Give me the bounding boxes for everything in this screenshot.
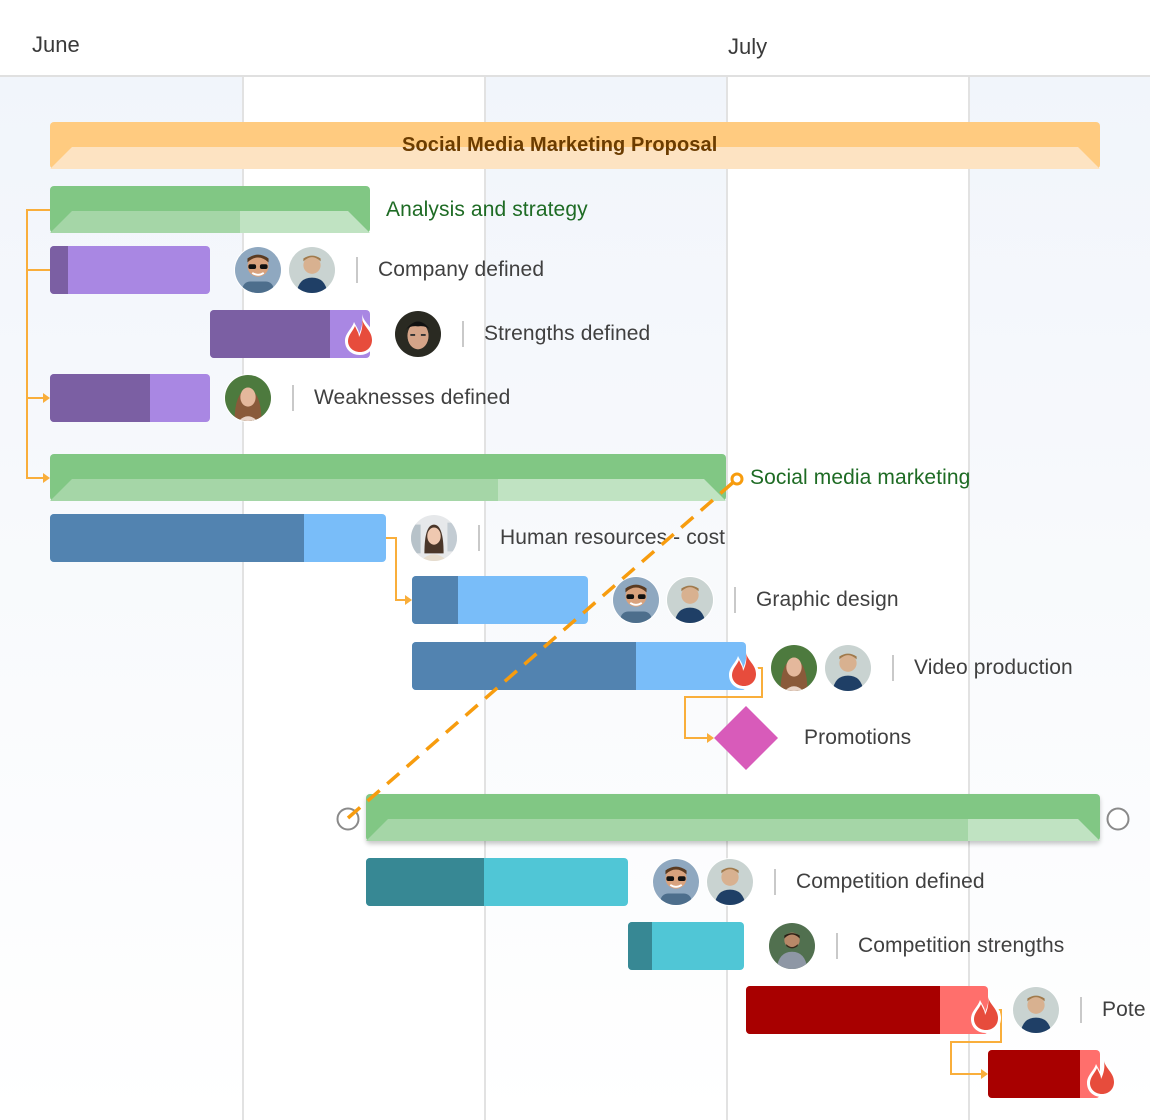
summary-bar-competition[interactable] <box>366 794 1100 841</box>
task-bar-human-resources-cost[interactable] <box>50 514 386 562</box>
task-progress <box>746 986 940 1034</box>
milestone-label-promotions: Promotions <box>804 726 912 749</box>
task-progress <box>412 642 636 690</box>
task-bar-video-production[interactable] <box>412 642 746 690</box>
task-label-strengths-defined: Strengths defined <box>484 322 651 345</box>
task-label-competition-defined: Competition defined <box>796 870 985 893</box>
separator <box>356 257 358 283</box>
task-progress <box>412 576 458 624</box>
avatar-man-blue-shirt[interactable] <box>666 576 714 624</box>
task-label-company-defined: Company defined <box>378 258 545 281</box>
summary-bar-analysis-and-strategy[interactable] <box>50 186 370 233</box>
avatar-man-blue-shirt[interactable] <box>824 644 872 692</box>
task-progress <box>50 514 304 562</box>
fire-icon <box>345 314 375 355</box>
avatar-man-sunglasses[interactable] <box>612 576 660 624</box>
avatar-man-sunglasses[interactable] <box>234 246 282 294</box>
task-bar-weaknesses-defined[interactable] <box>50 374 210 422</box>
task-progress <box>50 374 150 422</box>
task-bar-competition-strengths[interactable] <box>628 922 744 970</box>
separator <box>462 321 464 347</box>
fire-icon <box>1087 1056 1117 1097</box>
avatar-woman-long-hair[interactable] <box>224 374 272 422</box>
group-label-social-media-marketing: Social media marketing <box>750 466 971 489</box>
task-label-competition-strengths: Competition strengths <box>858 934 1065 957</box>
avatar-young-man-dark-hair[interactable] <box>394 310 442 358</box>
project-summary-bar[interactable] <box>50 122 1100 169</box>
progress-trapezoid <box>50 479 726 501</box>
separator <box>478 525 480 551</box>
separator <box>734 587 736 613</box>
avatar-woman-long-hair[interactable] <box>770 644 818 692</box>
task-label-graphic-design: Graphic design <box>756 588 899 611</box>
month-label-june: June <box>32 32 80 57</box>
avatar-man-sunglasses[interactable] <box>652 858 700 906</box>
avatar-man-blue-shirt[interactable] <box>288 246 336 294</box>
progress-trapezoid <box>366 819 1100 841</box>
link-handle-start[interactable] <box>335 806 361 832</box>
separator <box>1080 997 1082 1023</box>
separator <box>774 869 776 895</box>
avatar-man-blue-shirt[interactable] <box>706 858 754 906</box>
task-bar-competition-defined[interactable] <box>366 858 628 906</box>
task-bar-unnamed[interactable] <box>988 1050 1100 1098</box>
timeline-header: June July <box>0 0 1150 77</box>
task-bar-graphic-design[interactable] <box>412 576 588 624</box>
fire-icon <box>971 992 1001 1033</box>
fire-icon <box>729 648 759 689</box>
avatar-man-blue-shirt[interactable] <box>1012 986 1060 1034</box>
task-progress <box>628 922 652 970</box>
task-label-video-production: Video production <box>914 656 1073 679</box>
grid-line <box>968 77 970 1120</box>
progress-trapezoid <box>50 211 370 233</box>
summary-bar-social-media-marketing[interactable] <box>50 454 726 501</box>
task-progress <box>210 310 330 358</box>
grid-column <box>969 77 1150 1120</box>
task-progress <box>366 858 484 906</box>
grid-line <box>242 77 244 1120</box>
month-label-july: July <box>728 34 768 59</box>
task-label-potential: Pote <box>1102 998 1146 1021</box>
project-title: Social Media Marketing Proposal <box>402 134 718 156</box>
task-label-weaknesses-defined: Weaknesses defined <box>314 386 511 409</box>
milestone-diamond[interactable] <box>712 704 780 772</box>
task-progress <box>988 1050 1080 1098</box>
group-label-analysis-and-strategy: Analysis and strategy <box>386 198 588 221</box>
separator <box>836 933 838 959</box>
progress-trapezoid <box>50 147 1100 169</box>
separator <box>292 385 294 411</box>
task-progress <box>50 246 68 294</box>
task-bar-strengths-defined[interactable] <box>210 310 370 358</box>
task-label-human-resources-cost: Human resources - cost <box>500 526 726 549</box>
avatar-woman-street[interactable] <box>410 514 458 562</box>
separator <box>892 655 894 681</box>
avatar-man-beard-sweater[interactable] <box>768 922 816 970</box>
task-bar-company-defined[interactable] <box>50 246 210 294</box>
task-bar-potential[interactable] <box>746 986 988 1034</box>
link-handle-end[interactable] <box>1105 806 1131 832</box>
